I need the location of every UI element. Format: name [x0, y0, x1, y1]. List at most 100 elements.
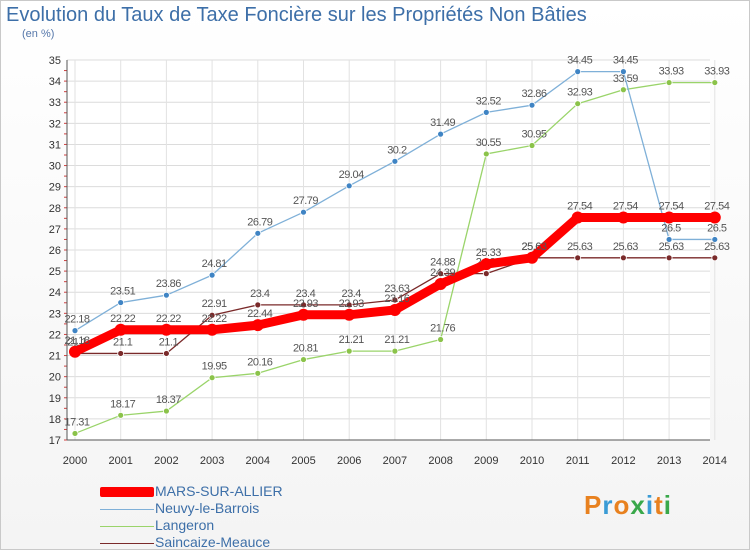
x-tick-label: 2011: [566, 455, 590, 467]
y-tick-label: 19: [49, 393, 61, 405]
data-point-saincaize-meauce: [437, 270, 445, 278]
data-point-mars-sur-allier: [388, 303, 401, 316]
legend-swatch-neuvy-le-barrois: [100, 509, 154, 510]
data-point-langeron: [574, 100, 582, 108]
data-label-mars-sur-allier: 22.44: [247, 308, 272, 320]
data-label-neuvy-le-barrois: 26.79: [247, 216, 272, 228]
data-point-langeron: [528, 142, 536, 149]
data-point-saincaize-meauce: [391, 296, 399, 304]
data-label-mars-sur-allier: 23.16: [384, 293, 409, 305]
data-label-neuvy-le-barrois: 34.45: [567, 55, 592, 67]
data-label-saincaize-meauce: 23.63: [384, 283, 409, 295]
legend-swatch-saincaize-meauce: [100, 543, 154, 544]
y-axis-unit-label: (en %): [22, 28, 55, 40]
y-tick-label: 22: [49, 329, 61, 341]
x-tick-label: 2006: [337, 455, 361, 467]
data-point-langeron: [71, 430, 79, 437]
data-point-langeron: [117, 411, 125, 419]
data-label-saincaize-meauce: 23.4: [341, 288, 361, 300]
y-tick-label: 29: [49, 182, 61, 194]
y-tick-label: 25: [49, 266, 61, 278]
data-label-mars-sur-allier: 27.54: [613, 200, 638, 212]
data-point-mars-sur-allier: [480, 258, 493, 271]
y-tick-label: 23: [49, 308, 61, 320]
data-label-mars-sur-allier: 22.93: [339, 298, 364, 310]
x-tick-label: 2012: [611, 455, 635, 467]
data-point-neuvy-le-barrois: [711, 236, 719, 243]
logo-letter: t: [654, 490, 664, 520]
data-point-langeron: [620, 86, 627, 94]
logo-letter: i: [645, 490, 655, 520]
data-point-langeron: [300, 356, 307, 363]
data-label-saincaize-meauce: 21.1: [113, 336, 133, 348]
data-label-langeron: 20.16: [247, 356, 272, 368]
data-label-neuvy-le-barrois: 22.18: [64, 314, 89, 326]
data-point-neuvy-le-barrois: [665, 236, 673, 243]
legend-swatch-mars-sur-allier: [100, 487, 154, 497]
data-label-langeron: 20.81: [293, 343, 318, 355]
data-label-langeron: 18.37: [156, 394, 181, 406]
data-point-mars-sur-allier: [663, 211, 676, 224]
data-label-mars-sur-allier: 22.22: [156, 313, 181, 325]
data-label-saincaize-meauce: 25.63: [613, 241, 638, 253]
data-point-langeron: [254, 369, 262, 377]
data-label-mars-sur-allier: 27.54: [567, 200, 592, 212]
data-point-neuvy-le-barrois: [574, 68, 582, 76]
legend-label: Langeron: [155, 517, 215, 533]
data-label-mars-sur-allier: 25.63: [521, 241, 546, 253]
data-point-neuvy-le-barrois: [300, 208, 307, 216]
x-tick-label: 2008: [428, 455, 452, 467]
y-tick-label: 34: [49, 76, 61, 88]
y-tick-label: 17: [49, 435, 61, 447]
data-point-langeron: [208, 374, 216, 382]
data-point-neuvy-le-barrois: [437, 130, 445, 138]
legend-label: MARS-SUR-ALLIER: [155, 483, 283, 499]
data-point-mars-sur-allier: [69, 345, 81, 358]
data-label-neuvy-le-barrois: 24.81: [202, 258, 227, 270]
y-tick-label: 31: [49, 139, 61, 151]
data-label-mars-sur-allier: 22.22: [110, 313, 135, 325]
data-label-langeron: 21.21: [339, 334, 364, 346]
data-label-neuvy-le-barrois: 26.5: [661, 222, 681, 234]
data-point-mars-sur-allier: [434, 277, 447, 290]
data-label-langeron: 33.93: [659, 66, 684, 78]
data-point-saincaize-meauce: [345, 301, 353, 309]
data-point-langeron: [437, 336, 445, 343]
data-point-mars-sur-allier: [297, 308, 310, 321]
y-tick-label: 33: [49, 97, 61, 109]
x-tick-label: 2002: [154, 455, 178, 467]
logo-letter: r: [602, 490, 614, 520]
data-point-mars-sur-allier: [708, 211, 721, 224]
data-point-neuvy-le-barrois: [117, 299, 125, 306]
data-label-mars-sur-allier: 22.93: [293, 298, 318, 310]
x-tick-label: 2004: [246, 455, 270, 467]
legend-swatch-langeron: [100, 526, 154, 527]
data-label-saincaize-meauce: 25.63: [704, 241, 729, 253]
chart-title: Evolution du Taux de Taxe Foncière sur l…: [6, 4, 587, 26]
data-label-mars-sur-allier: 27.54: [659, 200, 684, 212]
data-point-saincaize-meauce: [665, 254, 673, 262]
y-tick-label: 27: [49, 224, 61, 236]
data-point-neuvy-le-barrois: [208, 271, 216, 279]
data-point-mars-sur-allier: [251, 319, 264, 332]
logo-letter: P: [584, 490, 603, 520]
data-point-mars-sur-allier: [114, 323, 127, 336]
y-tick-label: 28: [49, 203, 61, 215]
data-label-langeron: 32.93: [567, 87, 592, 99]
data-point-neuvy-le-barrois: [162, 291, 170, 299]
data-label-neuvy-le-barrois: 23.51: [110, 286, 135, 298]
y-tick-label: 18: [49, 414, 61, 426]
data-label-neuvy-le-barrois: 29.04: [339, 169, 364, 181]
x-tick-label: 2013: [657, 455, 681, 467]
data-point-langeron: [711, 79, 719, 86]
data-point-saincaize-meauce: [711, 254, 719, 262]
data-label-mars-sur-allier: 21.18: [64, 335, 89, 347]
legend-label: Neuvy-le-Barrois: [155, 500, 260, 516]
x-tick-label: 2007: [383, 455, 407, 467]
data-point-langeron: [391, 347, 399, 355]
x-tick-label: 2014: [703, 455, 727, 467]
x-tick-label: 2003: [200, 455, 224, 467]
data-label-mars-sur-allier: 25.33: [476, 247, 501, 259]
x-tick-label: 2001: [108, 455, 132, 467]
